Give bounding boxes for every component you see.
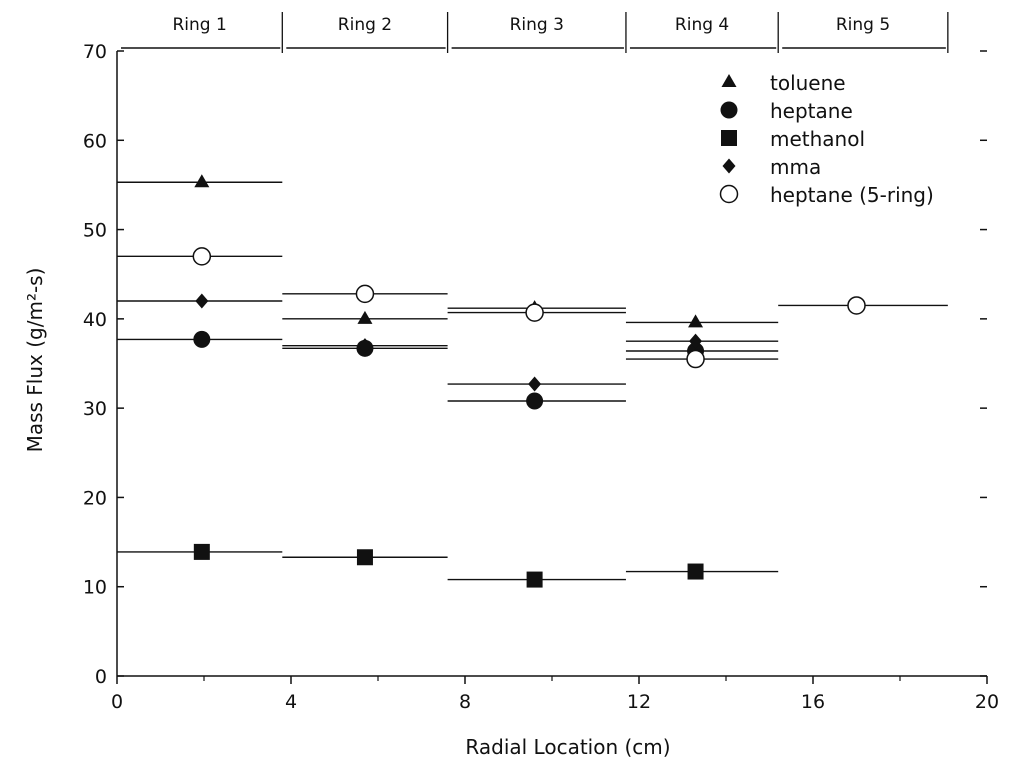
legend-diamond-marker — [722, 158, 736, 174]
diamond-marker — [528, 376, 542, 392]
legend-label: heptane (5-ring) — [770, 183, 934, 207]
y-tick-label: 50 — [83, 220, 107, 242]
ring-label: Ring 1 — [172, 15, 226, 35]
legend-label: methanol — [770, 127, 865, 151]
legend-open-circle-marker — [719, 184, 739, 204]
open-circle-marker — [192, 247, 212, 266]
diamond-marker — [195, 293, 209, 309]
x-tick-label: 20 — [975, 691, 999, 713]
y-tick-label: 0 — [95, 666, 107, 688]
ring-label: Ring 2 — [338, 15, 392, 35]
data-markers — [192, 174, 866, 588]
triangle-marker — [357, 310, 373, 324]
legend: toluene heptane methanol mma heptane (5-ring… — [719, 71, 934, 207]
square-marker — [526, 571, 543, 588]
x-tick-label: 16 — [801, 691, 825, 713]
x-tick-label: 0 — [111, 691, 123, 713]
diamond-marker — [689, 333, 703, 349]
y-tick-label: 10 — [83, 577, 107, 599]
ring-band: Ring 1 Ring 2 Ring 3 Ring 4 Ring 5 — [121, 12, 949, 53]
y-axis-title: Mass Flux (g/m²-s) — [23, 268, 47, 453]
x-axis-title: Radial Location (cm) — [465, 735, 670, 759]
legend-circle-marker — [720, 101, 738, 119]
legend-label: mma — [770, 155, 821, 179]
y-tick-label: 40 — [83, 309, 107, 331]
y-tick-label: 30 — [83, 398, 107, 420]
y-tick-label: 70 — [83, 41, 107, 63]
x-tick-label: 4 — [285, 691, 297, 713]
y-tick-label: 20 — [83, 487, 107, 509]
y-tick-label: 60 — [83, 130, 107, 152]
open-circle-marker — [686, 349, 705, 369]
triangle-marker — [194, 174, 210, 188]
x-tick-label: 8 — [459, 691, 471, 713]
ring-label: Ring 4 — [675, 15, 729, 35]
circle-marker — [193, 330, 211, 348]
legend-triangle-marker — [721, 74, 737, 87]
open-circle-marker — [847, 296, 866, 315]
circle-marker — [526, 392, 544, 410]
square-marker — [687, 563, 704, 580]
diamond-marker — [358, 338, 372, 354]
legend-label: toluene — [770, 71, 846, 95]
ring-label: Ring 3 — [510, 15, 564, 35]
open-circle-marker — [355, 284, 375, 304]
square-marker — [193, 543, 210, 560]
plot-axes: Radial Location (cm) Mass Flux (g/m²-s) … — [23, 41, 999, 759]
square-marker — [356, 549, 373, 566]
legend-square-marker — [721, 130, 737, 146]
ring-label: Ring 5 — [836, 15, 890, 35]
legend-label: heptane — [770, 99, 853, 123]
triangle-marker — [688, 314, 704, 328]
x-tick-label: 12 — [627, 691, 651, 713]
open-circle-marker — [525, 303, 544, 322]
